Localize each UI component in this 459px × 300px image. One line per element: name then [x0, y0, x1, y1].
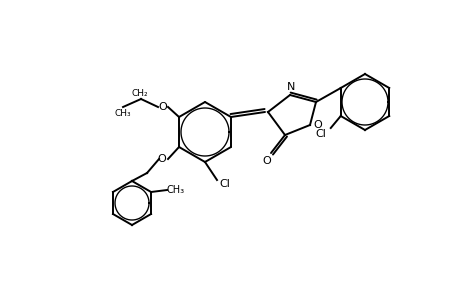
- Text: Cl: Cl: [219, 179, 230, 189]
- Text: Cl: Cl: [314, 129, 325, 139]
- Text: O: O: [313, 120, 322, 130]
- Text: CH₃: CH₃: [114, 109, 131, 118]
- Text: CH₃: CH₃: [166, 185, 184, 195]
- Text: O: O: [262, 156, 271, 166]
- Text: N: N: [286, 82, 295, 92]
- Text: CH₂: CH₂: [131, 88, 148, 98]
- Text: O: O: [158, 102, 167, 112]
- Text: O: O: [157, 154, 166, 164]
